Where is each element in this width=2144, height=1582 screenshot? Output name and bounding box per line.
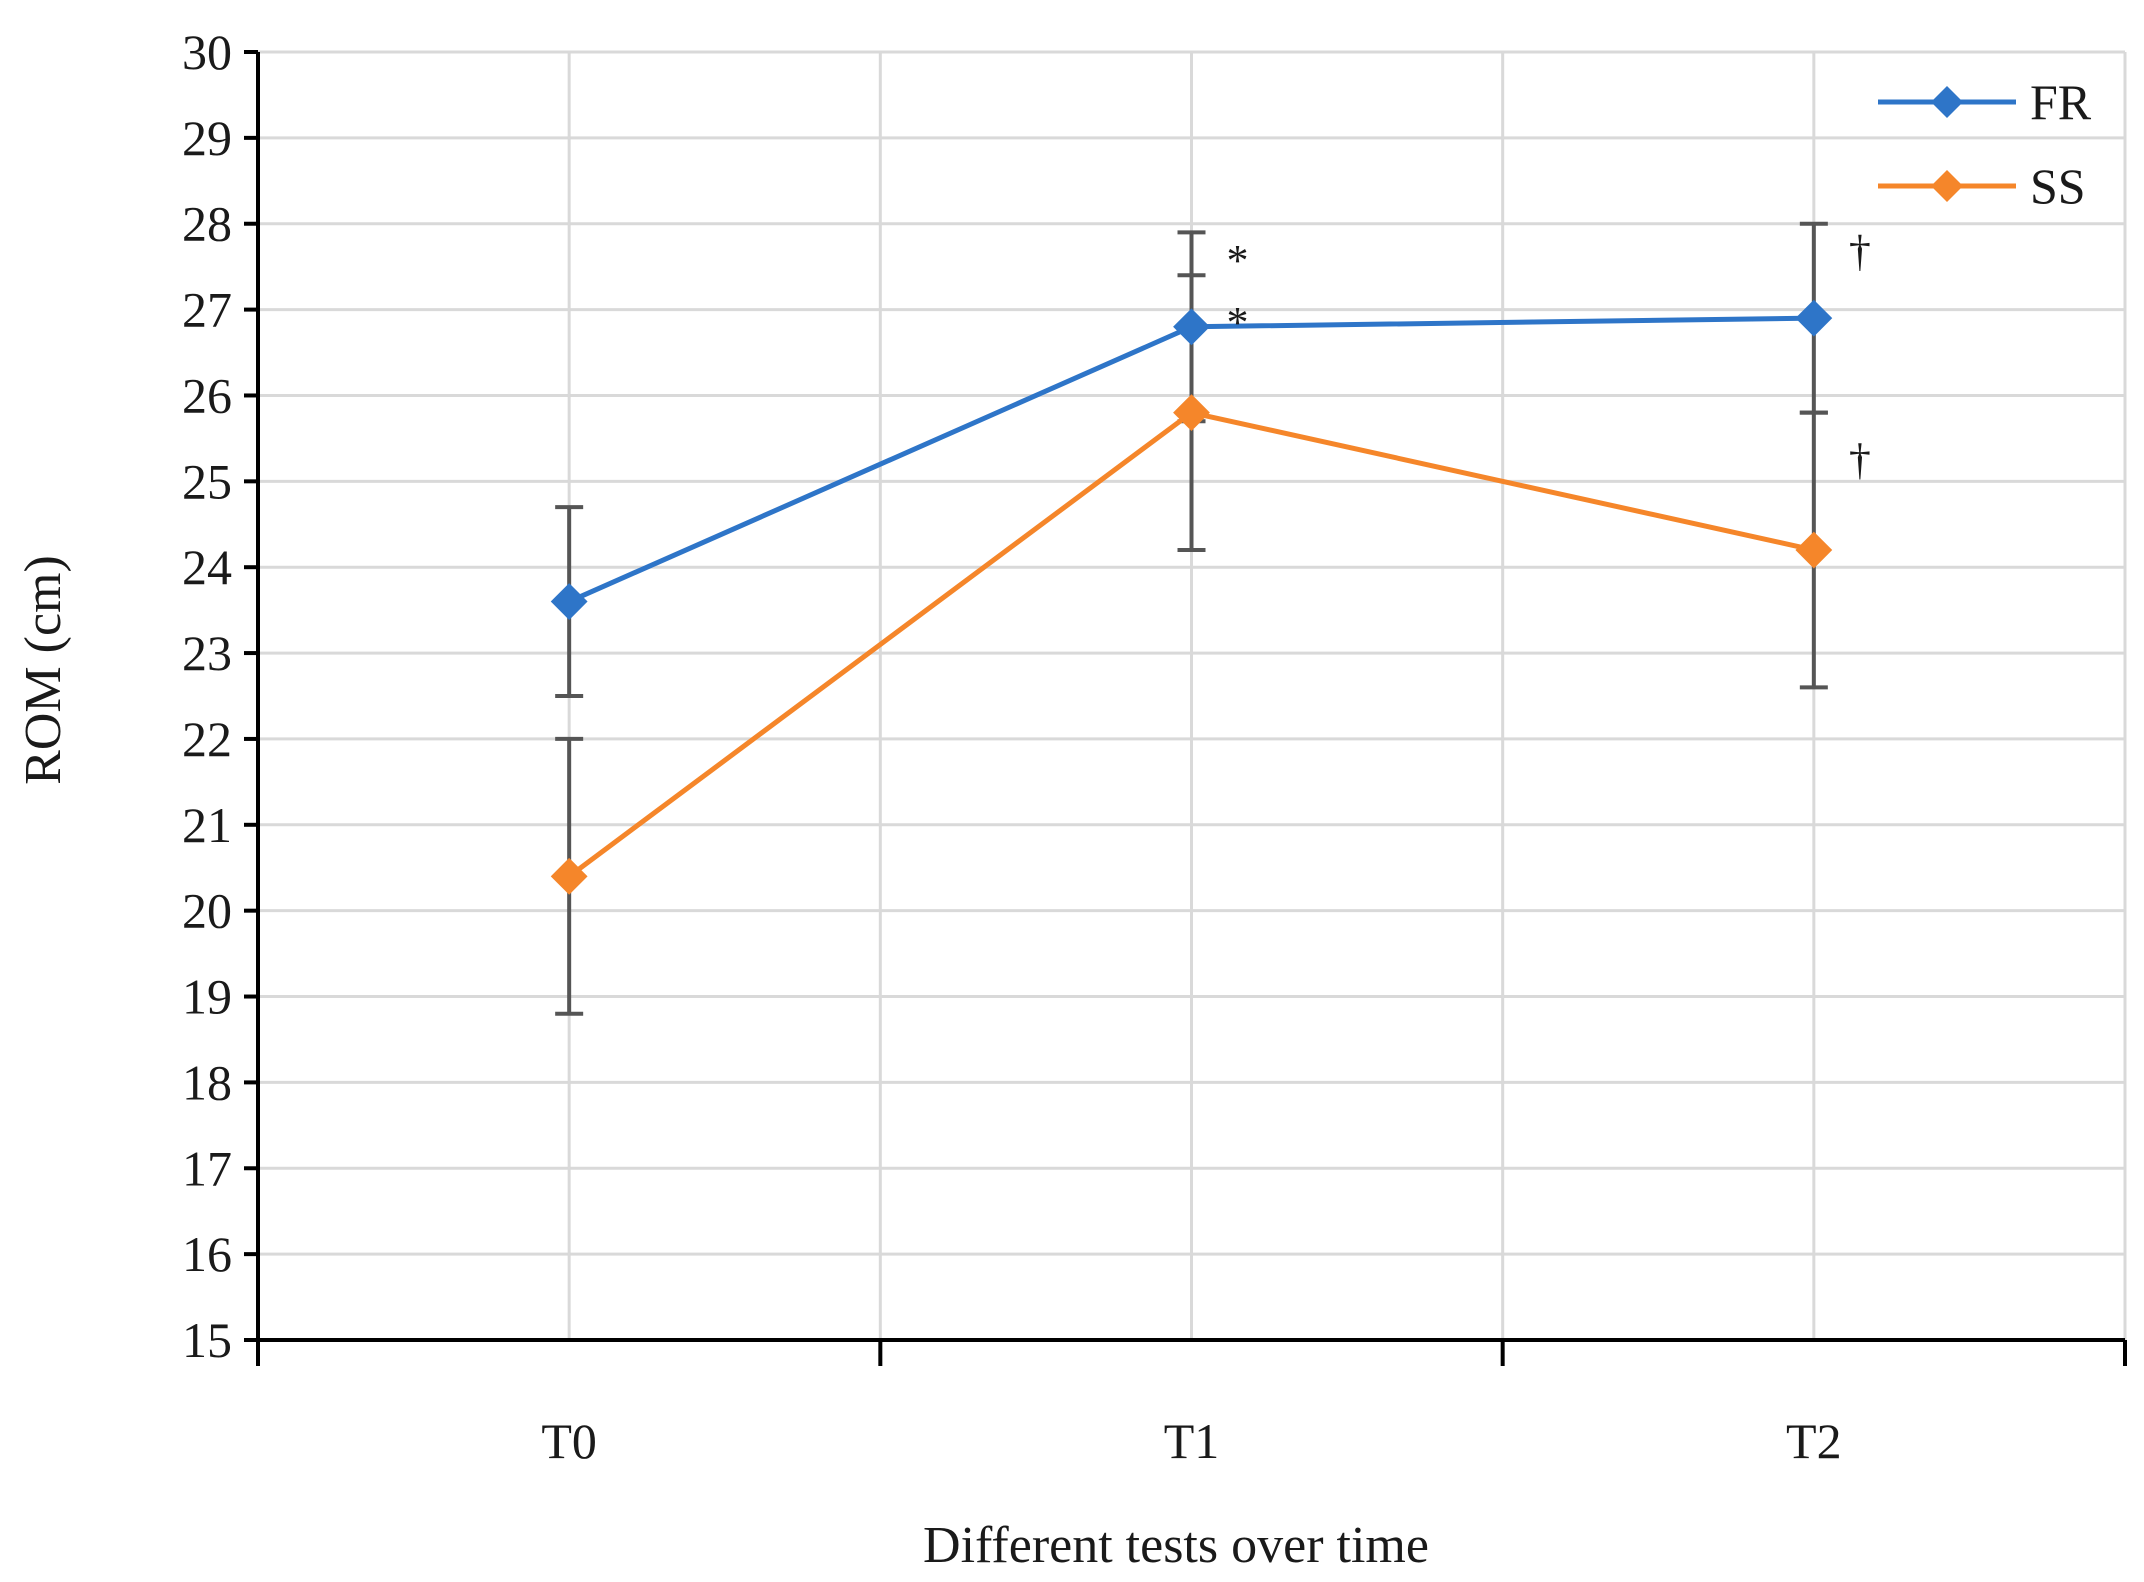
y-tick-label: 22 bbox=[182, 711, 232, 767]
x-tick-label-t0: T0 bbox=[541, 1413, 597, 1469]
annotation-ss-t2: † bbox=[1849, 435, 1871, 484]
y-tick-label: 15 bbox=[182, 1312, 232, 1368]
y-tick-label: 28 bbox=[182, 196, 232, 252]
data-point-ss-t2 bbox=[1795, 531, 1833, 569]
data-point-fr-t2 bbox=[1795, 299, 1833, 337]
data-point-ss-t1 bbox=[1173, 394, 1210, 432]
axes bbox=[244, 50, 2127, 1366]
legend: FR SS bbox=[1878, 74, 2092, 214]
y-tick-label: 23 bbox=[182, 625, 232, 681]
significance-annotations: * † * † bbox=[1227, 227, 1871, 484]
y-tick-label: 27 bbox=[182, 282, 232, 338]
y-tick-label: 18 bbox=[182, 1054, 232, 1110]
legend-label: FR bbox=[2030, 74, 2092, 130]
legend-marker bbox=[1931, 170, 1963, 202]
y-tick-label: 26 bbox=[182, 367, 232, 423]
legend-marker bbox=[1931, 86, 1963, 118]
data-point-fr-t0 bbox=[550, 583, 588, 620]
legend-label: SS bbox=[2030, 158, 2086, 214]
annotation-fr-t2: † bbox=[1849, 227, 1871, 276]
annotation-fr-t1: * bbox=[1227, 236, 1249, 285]
data-point-fr-t1 bbox=[1173, 308, 1210, 346]
y-tick-label: 16 bbox=[182, 1226, 232, 1282]
y-tick-label: 25 bbox=[182, 453, 232, 509]
y-tick-label: 30 bbox=[182, 24, 232, 80]
legend-item-fr: FR bbox=[1878, 74, 2092, 130]
series-markers bbox=[550, 299, 1833, 895]
y-tick-label: 24 bbox=[182, 539, 232, 595]
tick-labels: 15 16 17 18 19 20 21 22 23 24 25 26 27 28 29 30 T0 T1 T2 bbox=[182, 24, 1842, 1469]
data-point-ss-t0 bbox=[550, 857, 588, 895]
x-tick-label-t2: T2 bbox=[1786, 1413, 1842, 1469]
y-axis-title: ROM (cm) bbox=[15, 555, 72, 785]
y-tick-label: 21 bbox=[182, 797, 232, 853]
y-tick-label: 20 bbox=[182, 883, 232, 939]
annotation-ss-t1: * bbox=[1227, 298, 1249, 347]
x-tick-label-t1: T1 bbox=[1164, 1413, 1220, 1469]
y-tick-label: 19 bbox=[182, 969, 232, 1025]
x-axis-title: Different tests over time bbox=[923, 1517, 1429, 1574]
legend-item-ss: SS bbox=[1878, 158, 2086, 214]
y-tick-label: 17 bbox=[182, 1140, 232, 1196]
y-tick-label: 29 bbox=[182, 110, 232, 166]
